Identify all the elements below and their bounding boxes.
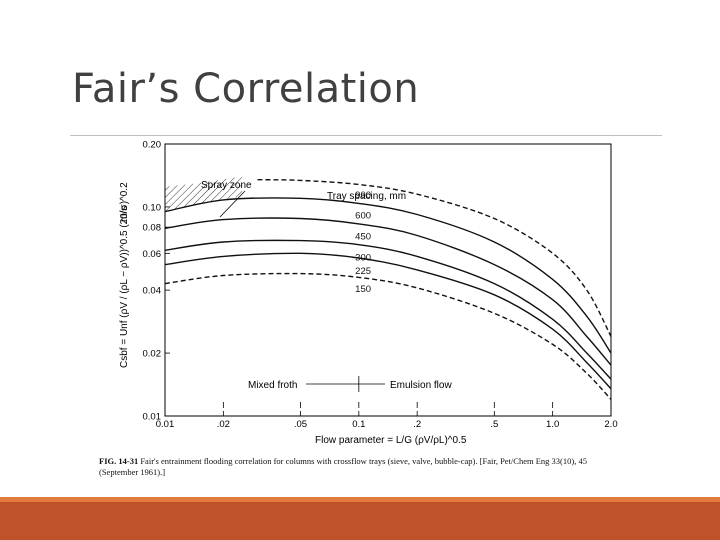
y-tick-label: 0.10 — [143, 202, 162, 213]
y-tick-label: 0.08 — [143, 223, 162, 234]
y-axis-ticks: 0.01 0.02 0.04 0.06 0.08 0.10 0.20 — [143, 140, 170, 423]
footer-band — [0, 497, 720, 540]
series-line-600 — [164, 197, 612, 354]
x-tick-label: .05 — [294, 419, 307, 430]
emulsion-flow-label: Emulsion flow — [390, 380, 452, 391]
x-tick-label: 1.0 — [546, 419, 559, 430]
slide-title: Fair’s Correlation — [72, 66, 420, 112]
x-axis-ticks: 0.01 .02 .05 0.1 .2 .5 1.0 2.0 — [156, 402, 618, 430]
series-label-600: 600 — [355, 211, 371, 222]
footer-accent-strip — [0, 497, 720, 502]
spray-zone-label: Spray zone — [201, 180, 252, 191]
series-label-900: 900 — [355, 190, 371, 201]
x-tick-label: 0.01 — [156, 419, 175, 430]
x-tick-label: .2 — [413, 419, 421, 430]
title-divider — [70, 135, 662, 136]
series-line-150 — [164, 272, 612, 400]
y-tick-label: 0.20 — [143, 140, 162, 151]
figure: 0.01 0.02 0.04 0.06 0.08 0.10 0.20 0.01.02.05 0… — [95, 140, 625, 490]
series-line-900 — [257, 179, 612, 337]
series-label-150: 150 — [355, 284, 371, 295]
tray-spacing-label: Tray spacing, mm — [327, 191, 406, 202]
series-line-225 — [164, 252, 612, 390]
y-tick-label: 0.02 — [143, 349, 162, 360]
caption-lead: FIG. 14-31 — [99, 456, 139, 466]
spray-zone-hatch — [165, 176, 243, 212]
x-tick-label: 2.0 — [604, 419, 617, 430]
y-axis-label: Csbf = Unf (ρV / (ρL − ρV))^0.5 (20/σ)^0… — [119, 182, 130, 368]
series-label-225: 225 — [355, 266, 371, 277]
series-line-300 — [164, 239, 612, 380]
spray-zone-pointer — [219, 190, 246, 218]
series-label-300: 300 — [355, 252, 371, 263]
y-axis-unit: m/s — [119, 206, 130, 222]
flooding-chart: 0.010.020.040.060.080.100.20 0.01.02.05 0… — [99, 140, 618, 478]
y-tick-label: 0.01 — [143, 412, 162, 423]
x-tick-label: .5 — [490, 419, 498, 430]
y-tick-label: 0.04 — [143, 286, 162, 297]
x-tick-label: 0.1 — [352, 419, 365, 430]
x-tick-label: .02 — [217, 419, 230, 430]
x-axis-label: Flow parameter = L/G (ρV/ρL)^0.5 — [315, 435, 467, 446]
series-labels: 900 600 450 300 225 150 — [355, 190, 371, 295]
caption-text: Fair's entrainment flooding correlation … — [99, 456, 587, 477]
plot-frame — [164, 143, 612, 417]
series-line-450 — [164, 217, 612, 366]
mixed-froth-label: Mixed froth — [248, 380, 297, 391]
froth-flow-indicator: Mixed froth Emulsion flow — [248, 376, 452, 392]
figure-caption-box: FIG. 14-31 Fair's entrainment flooding c… — [99, 456, 587, 477]
series-label-450: 450 — [355, 232, 371, 243]
y-tick-label: 0.06 — [143, 249, 162, 260]
series-lines — [164, 179, 612, 400]
